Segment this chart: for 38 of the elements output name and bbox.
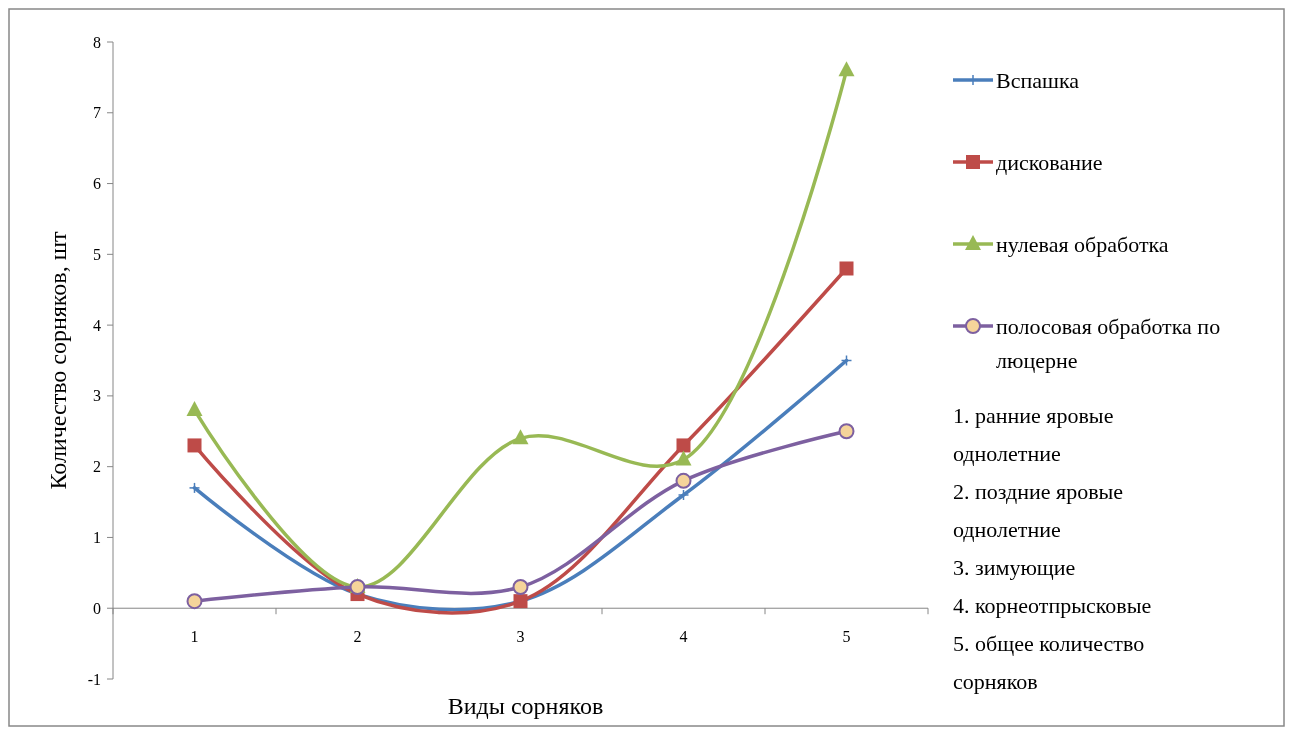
y-tick-label: 2 [93,458,101,476]
x-tick-label: 1 [190,628,199,646]
y-tick-label: 5 [93,245,101,263]
point [838,423,855,440]
y-axis-title: Количество сорняков, шт [45,230,71,490]
x-tick-label: 2 [353,628,362,646]
y-tick-label: 6 [93,175,101,193]
point [838,61,855,77]
text: 2. поздние яровые однолетние [953,479,1124,542]
point [186,401,203,417]
legend-label: Вспашка [996,67,1080,93]
y-tick-label: 3 [93,387,101,405]
legend-label: полосовая обработка по люцерне [996,313,1221,373]
point [839,261,854,276]
point [676,438,691,453]
text: 5. общее количество сорняков [953,631,1145,694]
y-tick-label: 4 [93,316,101,334]
x-tick-label: 5 [842,628,851,646]
y-tick-label: -1 [87,670,101,688]
x-tick-label: 4 [679,628,688,646]
legend-label: дискование [996,149,1103,175]
y-tick-label: 7 [93,104,101,122]
point [186,593,203,610]
x-tick-label: 3 [516,628,525,646]
point [187,438,202,453]
text: 1. ранние яровые однолетние [953,403,1114,466]
point [513,594,528,609]
y-tick-label: 0 [93,599,101,617]
point [512,429,529,445]
text: 3. зимующие [953,555,1076,580]
point [675,472,692,489]
y-tick-label: 1 [93,529,101,547]
point [512,578,529,595]
y-tick-label: 8 [93,33,101,51]
point [675,450,692,466]
legend-label: нулевая обработка [996,231,1169,257]
x-axis-title: Виды сорняков [447,693,604,719]
text: 4. корнеотпрысковые [953,593,1152,618]
